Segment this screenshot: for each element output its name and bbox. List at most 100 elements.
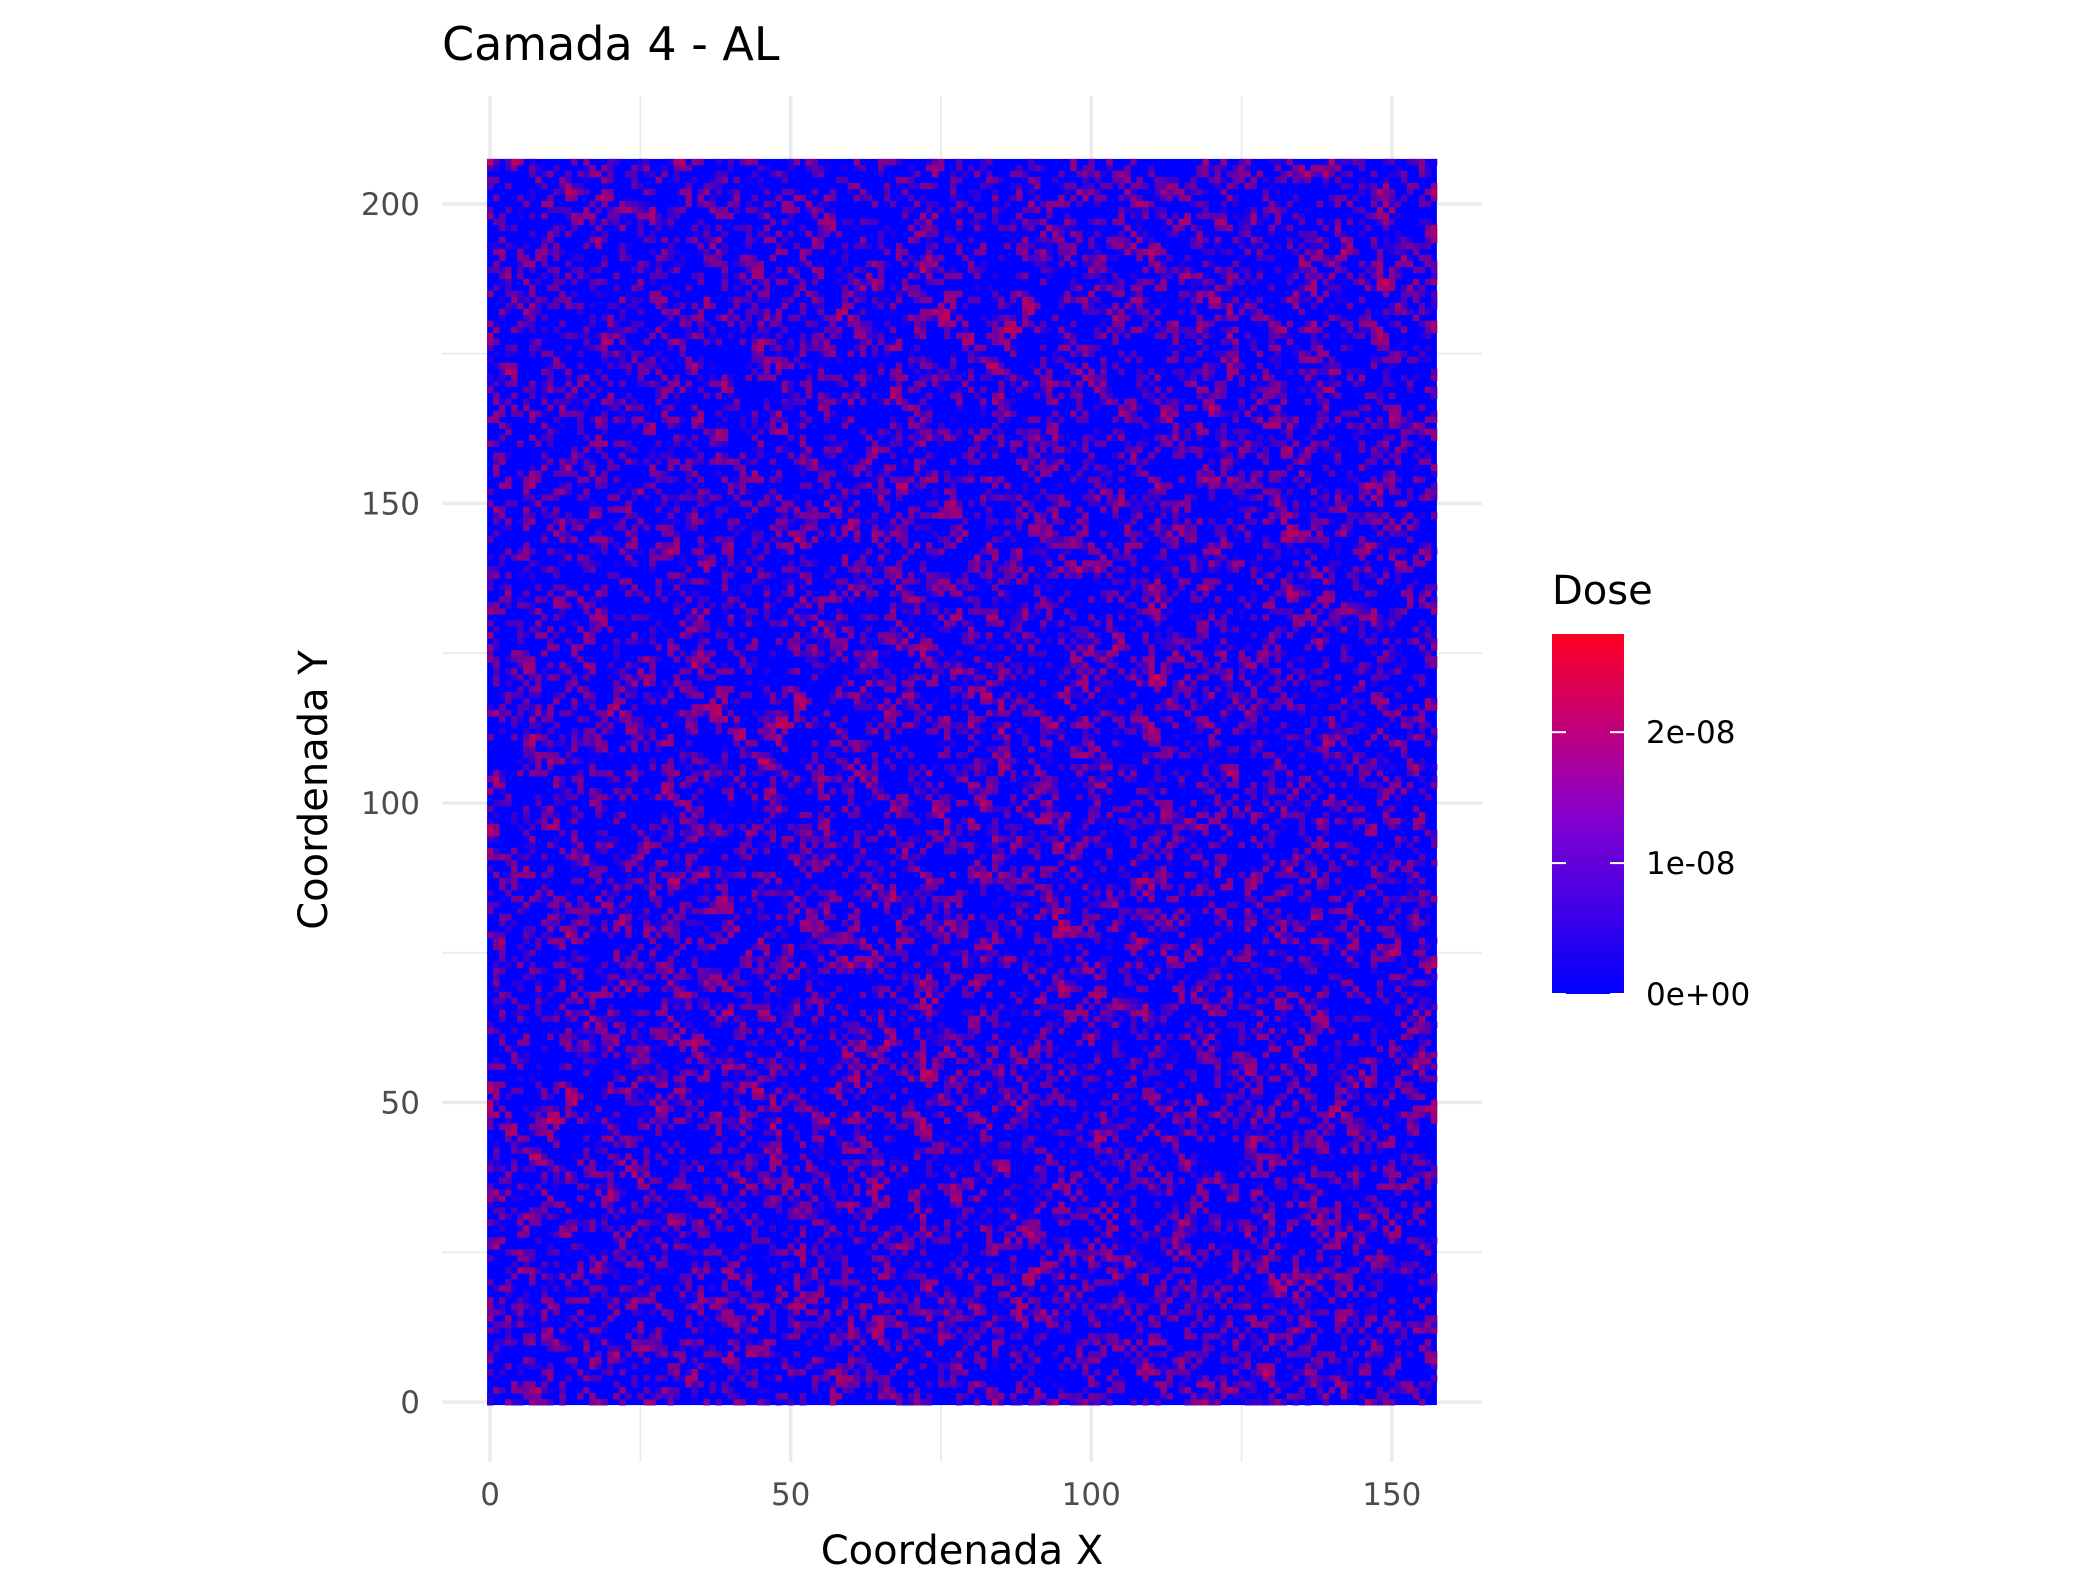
heatmap-cell [907, 1075, 915, 1082]
heatmap-cell [1418, 997, 1426, 1005]
heatmap-cell [1298, 1087, 1306, 1094]
heatmap-cell [751, 1219, 759, 1226]
heatmap-cell [1196, 1099, 1203, 1106]
heatmap-cell [571, 1219, 578, 1226]
heatmap-cell [1214, 1387, 1221, 1394]
heatmap-cell [1352, 1231, 1360, 1238]
heatmap-cell [721, 979, 728, 987]
heatmap-cell [547, 1111, 554, 1118]
heatmap-cell [931, 1009, 939, 1017]
heatmap-cell [968, 1021, 975, 1029]
heatmap-cell [1226, 1111, 1233, 1118]
heatmap-cell [535, 1183, 542, 1190]
heatmap-cell [799, 1105, 807, 1112]
heatmap-cell [913, 991, 921, 999]
heatmap-cell [607, 1045, 614, 1052]
heatmap-cell [1106, 1333, 1113, 1340]
heatmap-cell [1430, 1105, 1438, 1112]
heatmap-cell [871, 1159, 879, 1166]
heatmap-cell [625, 1093, 632, 1100]
heatmap-cell [1322, 985, 1330, 993]
heatmap-cell [721, 1381, 728, 1388]
heatmap-cell [998, 1063, 1005, 1070]
heatmap-cell [517, 1147, 524, 1154]
heatmap-cell [853, 1093, 861, 1100]
heatmap-cell [805, 997, 813, 1005]
heatmap-cell [1370, 967, 1378, 975]
heatmap-cell [661, 1243, 668, 1250]
heatmap-cell [1160, 1111, 1167, 1118]
heatmap-cell [1388, 1141, 1396, 1148]
heatmap-cell [1292, 1279, 1300, 1286]
heatmap-cell [793, 1129, 801, 1136]
heatmap-cell [1004, 1279, 1011, 1286]
heatmap-cell [1022, 1009, 1029, 1017]
heatmap-cell [877, 1075, 885, 1082]
heatmap-cell [1010, 1363, 1017, 1370]
heatmap-cell [913, 1129, 921, 1136]
heatmap-cell [1064, 1309, 1071, 1316]
heatmap-cell [1070, 1147, 1077, 1154]
heatmap-cell [1280, 997, 1288, 1005]
heatmap-cell [625, 961, 632, 969]
heatmap-cell [949, 1297, 957, 1304]
heatmap-cell [721, 1057, 728, 1064]
heatmap-cell [541, 1153, 548, 1160]
heatmap-cell [968, 1279, 975, 1286]
heatmap-cell [1190, 1159, 1197, 1166]
heatmap-cell [1292, 1057, 1300, 1064]
heatmap-cell [763, 1375, 771, 1382]
heatmap-cell [1346, 1129, 1354, 1136]
heatmap-cell [1214, 1177, 1221, 1184]
heatmap-cell [889, 1093, 897, 1100]
heatmap-cell [721, 1213, 728, 1220]
heatmap-cell [1346, 1123, 1354, 1130]
heatmap-cell [1064, 1051, 1071, 1058]
heatmap-cell [1160, 1021, 1167, 1029]
heatmap-cell [1220, 1339, 1227, 1346]
heatmap-cell [673, 1033, 680, 1041]
heatmap-cell [1076, 985, 1083, 993]
heatmap-cell [787, 1123, 795, 1130]
heatmap-cell [1232, 1057, 1239, 1064]
heatmap-cell [974, 1333, 981, 1340]
heatmap-cell [1322, 1129, 1330, 1136]
heatmap-cell [943, 1303, 951, 1310]
heatmap-cell [1430, 1075, 1438, 1082]
heatmap-cell [589, 1027, 596, 1035]
heatmap-cell [1394, 1075, 1402, 1082]
heatmap-cell [1424, 1339, 1432, 1346]
heatmap-cell [631, 1255, 638, 1262]
heatmap-cell [727, 1123, 734, 1130]
heatmap-cell [637, 991, 644, 999]
heatmap-cell [1370, 1261, 1378, 1268]
heatmap-cell [1328, 1063, 1336, 1070]
heatmap-cell [1274, 1099, 1282, 1106]
heatmap-cell [1430, 1177, 1438, 1184]
heatmap-cell [511, 1123, 518, 1130]
heatmap-cell [769, 1339, 777, 1346]
heatmap-cell [739, 961, 746, 969]
heatmap-cell [1388, 1159, 1396, 1166]
heatmap-cell [949, 1357, 957, 1364]
heatmap-cell [781, 1249, 789, 1256]
heatmap-cell [775, 1159, 783, 1166]
heatmap-cell [523, 1357, 530, 1364]
heatmap-cell [1346, 1087, 1354, 1094]
heatmap-cell [1250, 1399, 1257, 1406]
heatmap-cell [601, 991, 608, 999]
heatmap-cell [679, 997, 686, 1005]
heatmap-cell [1328, 1111, 1336, 1118]
heatmap-cell [937, 1135, 945, 1142]
heatmap-cell [793, 1213, 801, 1220]
heatmap-cell [703, 1201, 710, 1208]
heatmap-cell [559, 1081, 566, 1088]
heatmap-cell [1316, 1009, 1324, 1017]
heatmap-cell [913, 1063, 921, 1070]
heatmap-cell [631, 1303, 638, 1310]
heatmap-cell [1286, 1081, 1294, 1088]
heatmap-cell [553, 961, 560, 969]
heatmap-cell [980, 961, 987, 969]
heatmap-cell [589, 1159, 596, 1166]
heatmap-cell [655, 1045, 662, 1052]
